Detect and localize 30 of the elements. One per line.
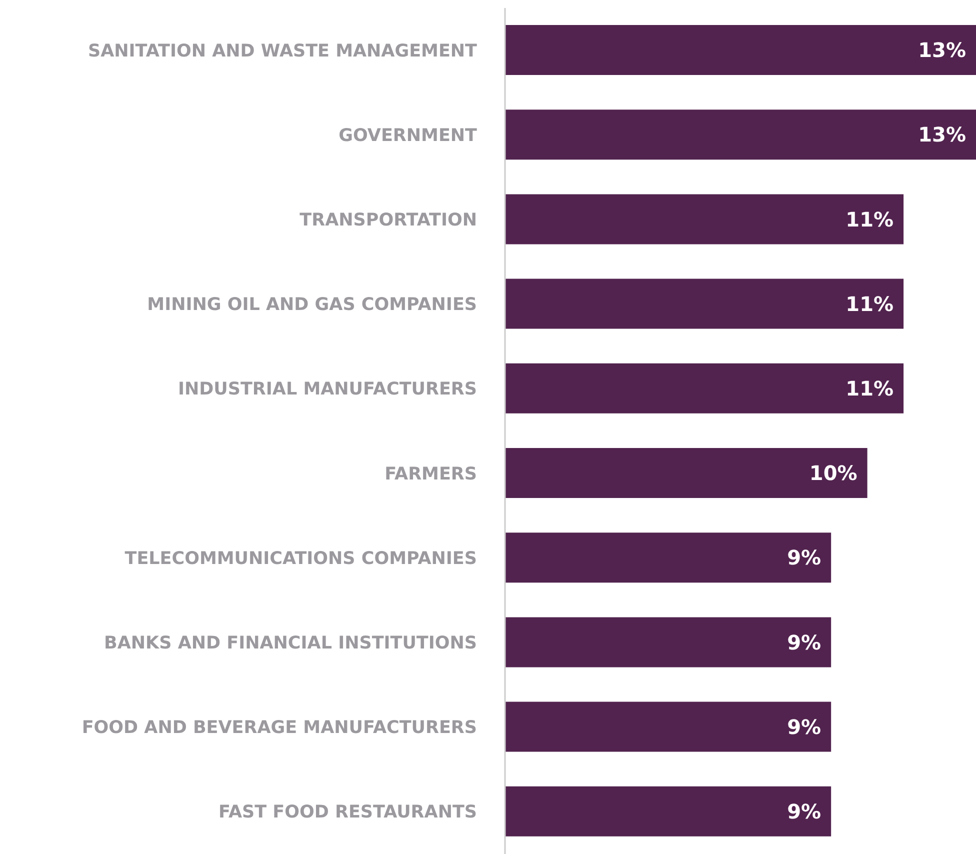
y-tick-label: GOVERNMENT xyxy=(338,126,478,146)
bar xyxy=(505,786,832,836)
y-tick-label: FOOD AND BEVERAGE MANUFACTURERS xyxy=(82,718,477,738)
data-label: 9% xyxy=(787,630,822,654)
bar xyxy=(505,25,976,75)
data-label: 13% xyxy=(918,38,966,62)
y-tick-label: MINING OIL AND GAS COMPANIES xyxy=(147,295,477,316)
data-label: 9% xyxy=(787,546,822,570)
data-label: 13% xyxy=(918,122,966,147)
data-label: 11% xyxy=(846,207,894,232)
y-tick-label: FAST FOOD RESTAURANTS xyxy=(218,802,477,823)
data-label: 11% xyxy=(846,376,894,400)
bar xyxy=(505,194,904,244)
y-tick-label: INDUSTRIAL MANUFACTURERS xyxy=(178,380,477,400)
bar xyxy=(505,278,904,329)
bar xyxy=(505,448,868,498)
y-tick-label: BANKS AND FINANCIAL INSTITUTIONS xyxy=(104,634,477,654)
y-tick-label: SANITATION AND WASTE MANAGEMENT xyxy=(88,41,478,62)
bar xyxy=(505,532,832,583)
y-tick-label: TELECOMMUNICATIONS COMPANIES xyxy=(124,548,477,569)
bar xyxy=(505,363,904,414)
bar xyxy=(505,617,832,668)
bar xyxy=(505,702,832,752)
bar xyxy=(505,110,976,160)
data-label: 9% xyxy=(787,714,822,739)
data-label: 11% xyxy=(846,292,894,316)
y-tick-label: TRANSPORTATION xyxy=(300,210,477,230)
data-label: 10% xyxy=(809,461,858,486)
data-label: 9% xyxy=(787,800,822,824)
y-tick-label: FARMERS xyxy=(384,464,477,484)
